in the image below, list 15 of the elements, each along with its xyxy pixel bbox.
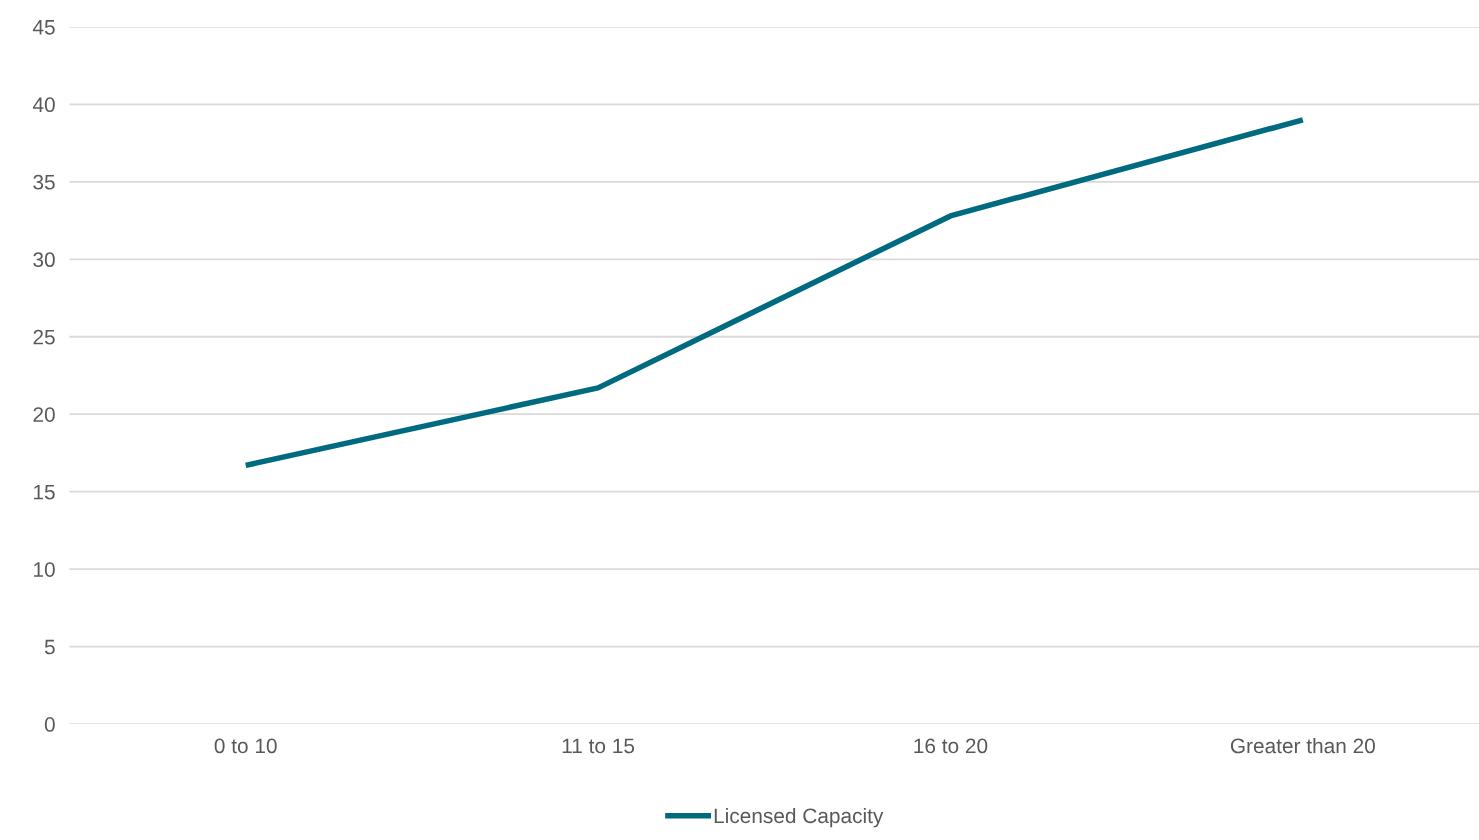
y-tick-label: 15 (34, 484, 55, 500)
x-tick-label: 11 to 15 (562, 738, 635, 754)
y-tick-label: 10 (34, 562, 55, 577)
y-tick-label: 40 (32, 97, 55, 113)
y-tick-label: 30 (33, 252, 55, 268)
x-tick-label: 16 to 20 (914, 738, 988, 754)
x-tick-label: 0 to 10 (214, 738, 277, 754)
x-tick-label: Greater than 20 (1230, 737, 1375, 754)
y-tick-label: 25 (33, 329, 55, 345)
y-tick-label: 5 (44, 639, 55, 655)
y-tick-label: 35 (33, 174, 55, 190)
legend-label: Licensed Capacity (714, 807, 884, 828)
y-tick-label: 0 (44, 717, 55, 732)
y-tick-label: 20 (33, 407, 55, 422)
y-tick-label: 45 (32, 20, 55, 35)
